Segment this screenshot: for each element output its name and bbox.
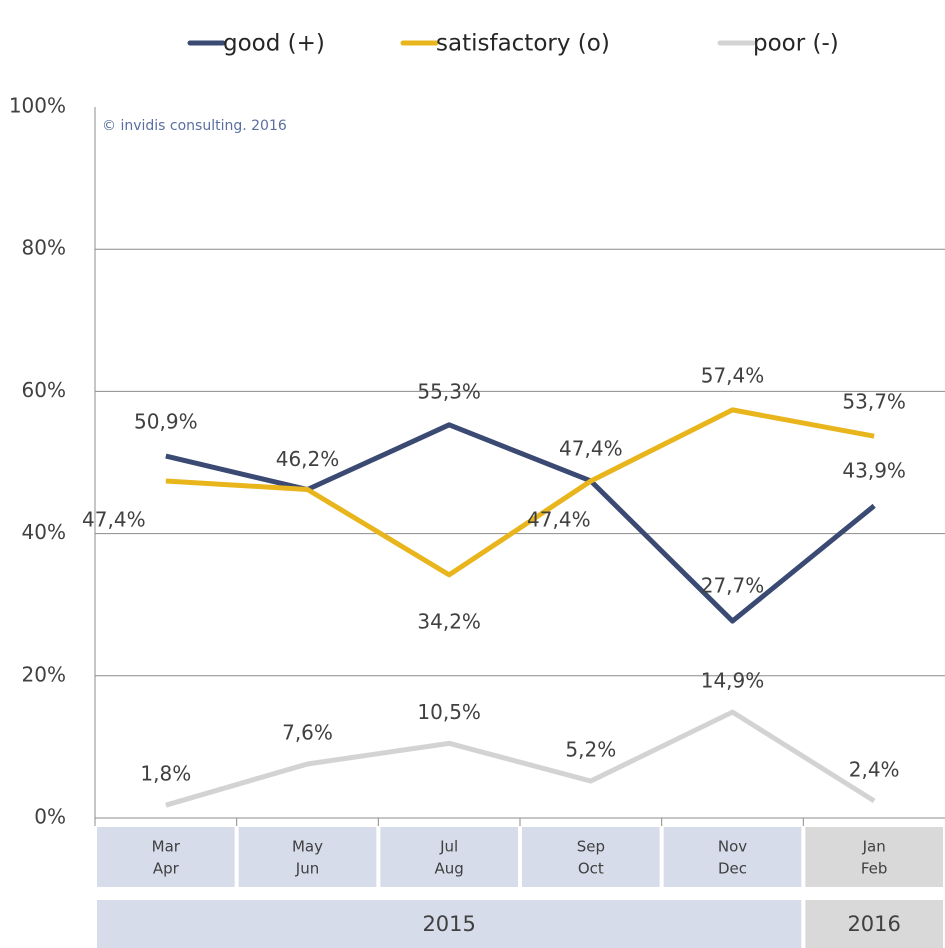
- category-box: [380, 827, 518, 887]
- y-tick-label: 80%: [22, 236, 66, 260]
- value-label: 14,9%: [701, 669, 765, 693]
- x-tick-label: Oct: [578, 860, 604, 878]
- x-tick-label: May: [292, 838, 323, 856]
- x-tick-label: Sep: [577, 838, 605, 856]
- value-label: 27,7%: [701, 574, 765, 598]
- line: [165, 407, 875, 578]
- value-label: 46,2%: [276, 447, 340, 471]
- value-label: 34,2%: [417, 609, 481, 633]
- x-tick-label: Jun: [295, 860, 319, 878]
- value-label: 47,4%: [527, 507, 591, 531]
- value-label: 10,5%: [417, 700, 481, 724]
- legend-label: satisfactory (o): [436, 31, 610, 57]
- x-tick-label: Feb: [861, 860, 888, 878]
- category-box: [97, 827, 235, 887]
- x-tick-label: Mar: [152, 838, 181, 856]
- year-box: [97, 900, 802, 948]
- line: [165, 422, 876, 624]
- year-label: 2016: [847, 912, 900, 936]
- x-tick-label: Dec: [718, 860, 747, 878]
- value-label: 50,9%: [134, 410, 198, 434]
- category-box: [805, 827, 943, 887]
- value-label: 57,4%: [701, 363, 765, 387]
- x-tick-label: Jan: [862, 838, 886, 856]
- value-label: 5,2%: [565, 738, 616, 762]
- y-tick-label: 100%: [9, 94, 66, 118]
- x-tick-label: Nov: [718, 838, 747, 856]
- value-label: 53,7%: [842, 390, 906, 414]
- x-tick-label: Aug: [435, 860, 464, 878]
- value-label: 47,4%: [559, 436, 623, 460]
- y-tick-label: 20%: [22, 662, 66, 686]
- annotation: © invidis consulting. 2016: [102, 118, 287, 134]
- year-label: 2015: [422, 912, 475, 936]
- value-label: 47,4%: [82, 507, 146, 531]
- value-label: 7,6%: [282, 720, 333, 744]
- legend-label: poor (-): [753, 31, 839, 57]
- year-box: [805, 900, 943, 948]
- line: [165, 709, 876, 808]
- category-box: [522, 827, 660, 887]
- x-tick-label: Apr: [153, 860, 180, 878]
- legend-label: good (+): [223, 31, 325, 57]
- category-box: [663, 827, 802, 887]
- value-label: 2,4%: [849, 757, 900, 781]
- category-box: [238, 827, 377, 887]
- x-tick-label: Jul: [439, 838, 458, 856]
- value-label: 55,3%: [417, 379, 481, 403]
- y-tick-label: 40%: [22, 520, 66, 544]
- y-tick-label: 60%: [22, 378, 66, 402]
- value-label: 1,8%: [140, 762, 191, 786]
- y-tick-label: 0%: [34, 805, 66, 829]
- value-label: 43,9%: [842, 458, 906, 482]
